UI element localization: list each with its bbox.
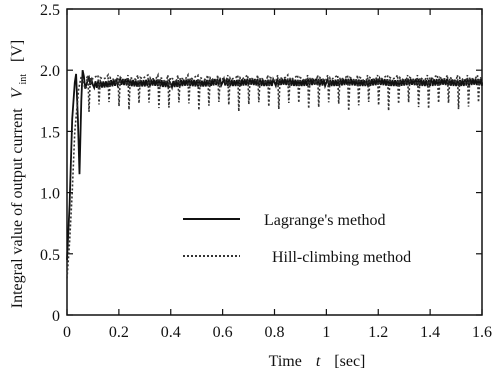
x-axis-label-var: t (316, 353, 321, 370)
y-tick-label: 0.5 (40, 247, 60, 264)
x-tick-label: 0.8 (265, 324, 285, 341)
x-tick-label: 0 (63, 324, 71, 341)
y-tick-label: 0 (52, 308, 60, 325)
x-tick-label: 1 (322, 324, 330, 341)
x-tick-label: 1.6 (472, 324, 492, 341)
plot-frame (66, 8, 483, 316)
legend: Lagrange's method Hill-climbing method (183, 212, 411, 266)
y-tick-label: 2.0 (40, 63, 60, 80)
legend-label-lagrange: Lagrange's method (264, 212, 386, 229)
y-axis-label-var: V (9, 86, 26, 98)
y-tick-label: 1.5 (40, 124, 60, 141)
x-axis-label-prefix: Time (269, 353, 302, 370)
y-tick-label: 2.5 (40, 2, 60, 19)
legend-label-hill: Hill-climbing method (272, 249, 411, 266)
x-tick-label: 1.2 (368, 324, 388, 341)
x-tick-label: 0.2 (109, 324, 129, 341)
x-tick-label: 1.4 (420, 324, 440, 341)
x-tick-label: 0.4 (161, 324, 181, 341)
y-axis-label: Integral value of output current V int [… (9, 40, 30, 308)
y-axis-label-unit: [V] (9, 40, 26, 62)
x-tick-label: 0.6 (213, 324, 233, 341)
y-tick-label: 1.0 (40, 186, 60, 203)
y-axis-label-prefix: Integral value of output current (9, 108, 26, 308)
series-hill-climbing-line (66, 72, 483, 279)
x-axis-label-unit: [sec] (334, 353, 365, 370)
y-axis-label-sub: int (18, 74, 29, 85)
x-axis-label: Time t [sec] (269, 353, 366, 370)
